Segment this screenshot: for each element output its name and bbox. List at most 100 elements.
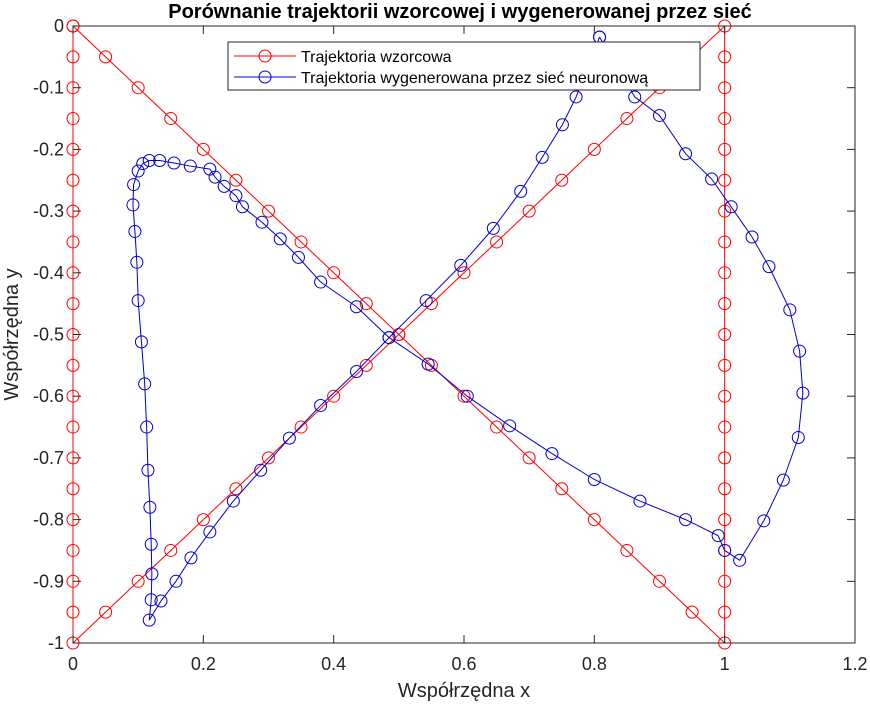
data-point [229,189,243,203]
y-axis-label: Współrzędna y [1,268,23,400]
data-point [282,431,296,445]
series-generated [126,30,810,627]
data-point [99,605,113,619]
data-point [203,525,217,539]
y-tick-label: -0.8 [33,510,64,530]
data-point [718,204,732,218]
y-tick-label: -0.4 [33,263,64,283]
data-point [144,593,158,607]
data-point [196,513,210,527]
plot-area [72,25,856,644]
x-tick-label: 0.8 [582,654,607,674]
data-point [226,494,240,508]
data-point [535,150,549,164]
data-point [419,294,433,308]
data-point [587,142,601,156]
data-point [349,365,363,379]
data-point [421,357,435,371]
data-point [486,221,500,235]
data-point [653,108,666,122]
data-point [142,154,156,168]
data-point [457,266,471,280]
data-point [143,500,157,514]
data-point [796,386,810,400]
data-point [349,300,363,314]
data-point [128,224,142,238]
y-tick-label: -1 [48,633,64,653]
data-point [141,463,155,477]
x-tick-label: 0.4 [321,654,346,674]
data-point [66,420,80,434]
data-point [620,543,634,557]
data-point [718,389,732,403]
data-point [718,50,732,64]
data-point [327,266,341,280]
data-point [718,297,732,311]
data-point [718,328,732,341]
data-point [679,147,693,161]
data-point [184,551,198,565]
data-point [587,472,601,486]
data-point [235,200,249,214]
y-tick-label: -0.2 [33,139,64,159]
data-point [255,215,269,229]
data-point [457,389,471,403]
data-point [783,303,797,317]
data-point [454,258,468,272]
data-point [294,235,308,249]
data-point [196,142,210,156]
x-tick-label: 1 [720,654,730,674]
data-point [718,513,732,527]
x-tick-label: 0.6 [451,654,476,674]
data-point [131,164,145,178]
data-point [620,112,634,126]
data-point [154,594,168,608]
data-point [136,157,150,171]
y-tick-label: -0.9 [33,571,64,591]
legend-label-reference: Trajektoria wzorcowa [301,49,452,66]
data-point [262,451,275,465]
data-point [254,463,268,477]
data-point [762,260,776,274]
data-point [66,358,80,372]
data-point [66,112,80,126]
data-point [164,112,178,126]
data-point [164,543,178,557]
data-point [314,398,328,412]
data-point [167,156,181,170]
data-point [142,613,156,627]
chart-title: Porównanie trajektorii wzorcowej i wygen… [168,1,752,23]
data-point [757,514,771,528]
data-point [490,235,504,249]
data-point [131,574,145,588]
data-point [273,232,287,246]
data-point [718,142,732,156]
data-point [294,420,308,434]
data-point [503,419,517,433]
y-tick-label: -0.1 [33,78,64,98]
data-point [718,235,732,249]
data-point [327,389,341,403]
data-point [66,605,80,619]
data-point [134,335,148,349]
data-point [183,159,197,173]
y-tick-label: -0.6 [33,386,64,406]
data-point [718,358,732,372]
data-point [66,543,80,557]
data-point [99,50,113,64]
axis-ticks: 0 0.2 0.4 0.6 0.8 1 1.2 -1 -0.9 -0.8 -0.7 -0.6 -0.5 -… [33,16,868,674]
data-point [793,344,807,358]
data-point [359,297,373,311]
data-point [685,605,699,619]
y-tick-label: -0.7 [33,448,64,468]
data-point [314,275,328,289]
data-point [555,173,569,187]
data-point [66,50,80,64]
data-point [208,170,222,184]
x-axis-label: Współrzędna x [398,680,530,702]
data-point [144,537,158,551]
data-point [229,482,243,496]
data-point [555,118,569,132]
